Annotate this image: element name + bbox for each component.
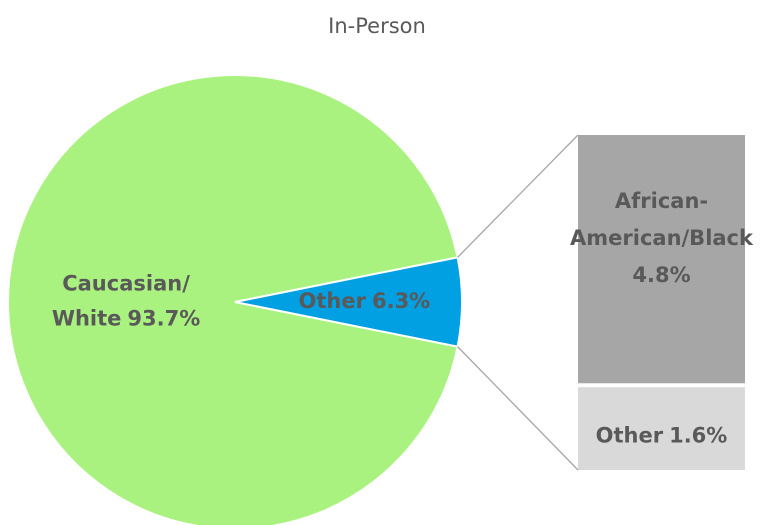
chart-title: In-Person	[328, 14, 426, 38]
value-label: 1.6%	[669, 424, 727, 448]
category-label: Caucasian/White	[52, 272, 190, 331]
connector-line	[457, 134, 579, 258]
category-label: African-American/Black	[570, 189, 754, 250]
pie-slice	[7, 74, 459, 525]
bar-segment	[578, 387, 745, 470]
bar-segment	[578, 135, 745, 384]
pie-slice	[234, 256, 463, 348]
category-label: Other	[299, 289, 367, 313]
value-label: 4.8%	[632, 263, 690, 287]
category-label: Other	[596, 424, 664, 448]
value-label: 6.3%	[372, 289, 430, 313]
connector-line	[457, 346, 579, 471]
value-label: 93.7%	[127, 307, 200, 331]
